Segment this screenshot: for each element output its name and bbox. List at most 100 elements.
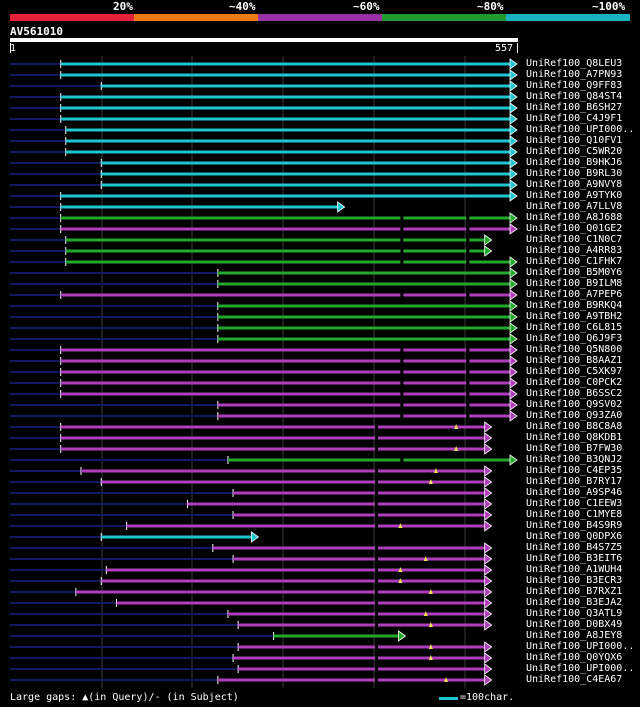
hit-label[interactable]: UniRef100_A4RR83	[526, 245, 623, 256]
hit-alignment[interactable]	[10, 168, 518, 180]
hit-label[interactable]: UniRef100_Q9FF83	[526, 80, 623, 91]
hit-alignment[interactable]	[10, 476, 493, 488]
hit-alignment[interactable]	[10, 124, 518, 136]
hit-label[interactable]: UniRef100_Q9SV02	[526, 399, 623, 410]
hit-label[interactable]: UniRef100_B9ILM8	[526, 278, 623, 289]
hit-alignment[interactable]	[10, 223, 518, 235]
hit-alignment[interactable]	[10, 366, 518, 378]
hit-alignment[interactable]	[10, 333, 518, 345]
hit-alignment[interactable]	[10, 322, 518, 334]
hit-alignment[interactable]	[10, 531, 260, 543]
hit-alignment[interactable]	[10, 256, 518, 268]
hit-label[interactable]: UniRef100_B3EIT6	[526, 553, 623, 564]
hit-label[interactable]: UniRef100_C6L815	[526, 322, 623, 333]
hit-alignment[interactable]	[10, 432, 493, 444]
hit-label[interactable]: UniRef100_Q3ATL9	[526, 608, 623, 619]
hit-label[interactable]: UniRef100_B8C8A8	[526, 421, 623, 432]
hit-label[interactable]: UniRef100_B7FW30	[526, 443, 623, 454]
hit-label[interactable]: UniRef100_Q8LEU3	[526, 58, 623, 69]
hit-alignment[interactable]	[10, 355, 518, 367]
hit-label[interactable]: UniRef100_UPI000..	[526, 663, 635, 674]
hit-label[interactable]: UniRef100_Q0DPX6	[526, 531, 623, 542]
hit-alignment[interactable]	[10, 509, 493, 521]
hit-label[interactable]: UniRef100_B3ECR3	[526, 575, 623, 586]
hit-label[interactable]: UniRef100_C1EEW3	[526, 498, 623, 509]
hit-label[interactable]: UniRef100_C1MYE8	[526, 509, 623, 520]
hit-label[interactable]: UniRef100_Q10FV1	[526, 135, 623, 146]
hit-alignment[interactable]	[10, 454, 518, 466]
hit-label[interactable]: UniRef100_B7RXZ1	[526, 586, 623, 597]
hit-alignment[interactable]	[10, 542, 493, 554]
hit-label[interactable]: UniRef100_C5XK97	[526, 366, 623, 377]
hit-alignment[interactable]	[10, 608, 493, 620]
hit-label[interactable]: UniRef100_Q01GE2	[526, 223, 623, 234]
hit-alignment[interactable]	[10, 245, 493, 257]
hit-alignment[interactable]	[10, 652, 493, 664]
hit-alignment[interactable]	[10, 377, 518, 389]
hit-label[interactable]: UniRef100_UPI000..	[526, 641, 635, 652]
hit-alignment[interactable]	[10, 234, 493, 246]
hit-alignment[interactable]	[10, 586, 493, 598]
hit-label[interactable]: UniRef100_Q84ST4	[526, 91, 623, 102]
hit-label[interactable]: UniRef100_B6SSC2	[526, 388, 623, 399]
hit-label[interactable]: UniRef100_B4S9R9	[526, 520, 623, 531]
hit-alignment[interactable]	[10, 289, 518, 301]
hit-alignment[interactable]	[10, 146, 518, 158]
hit-label[interactable]: UniRef100_C1N0C7	[526, 234, 623, 245]
hit-label[interactable]: UniRef100_A8J688	[526, 212, 623, 223]
hit-label[interactable]: UniRef100_A9SP46	[526, 487, 623, 498]
hit-alignment[interactable]	[10, 663, 493, 675]
hit-alignment[interactable]	[10, 113, 518, 125]
hit-alignment[interactable]	[10, 410, 518, 422]
hit-label[interactable]: UniRef100_B5M0Y6	[526, 267, 623, 278]
hit-label[interactable]: UniRef100_A7PEP6	[526, 289, 623, 300]
hit-alignment[interactable]	[10, 91, 518, 103]
hit-alignment[interactable]	[10, 80, 518, 92]
hit-alignment[interactable]	[10, 267, 518, 279]
hit-alignment[interactable]	[10, 399, 518, 411]
hit-label[interactable]: UniRef100_Q8KDB1	[526, 432, 623, 443]
hit-alignment[interactable]	[10, 388, 518, 400]
hit-alignment[interactable]	[10, 135, 518, 147]
hit-alignment[interactable]	[10, 69, 518, 81]
hit-label[interactable]: UniRef100_C1FHK7	[526, 256, 623, 267]
hit-label[interactable]: UniRef100_A9TBH2	[526, 311, 623, 322]
hit-alignment[interactable]	[10, 564, 493, 576]
hit-alignment[interactable]	[10, 212, 518, 224]
hit-label[interactable]: UniRef100_UPI000..	[526, 124, 635, 135]
hit-alignment[interactable]	[10, 443, 493, 455]
hit-alignment[interactable]	[10, 102, 518, 114]
hit-alignment[interactable]	[10, 190, 518, 202]
hit-label[interactable]: UniRef100_Q5N800	[526, 344, 623, 355]
hit-alignment[interactable]	[10, 674, 493, 686]
hit-label[interactable]: UniRef100_B9HKJ6	[526, 157, 623, 168]
hit-label[interactable]: UniRef100_Q93ZA0	[526, 410, 623, 421]
hit-alignment[interactable]	[10, 201, 346, 213]
hit-label[interactable]: UniRef100_C0PCK2	[526, 377, 623, 388]
hit-alignment[interactable]	[10, 641, 493, 653]
hit-label[interactable]: UniRef100_B7RY17	[526, 476, 623, 487]
hit-alignment[interactable]	[10, 157, 518, 169]
hit-alignment[interactable]	[10, 630, 407, 642]
hit-alignment[interactable]	[10, 487, 493, 499]
hit-label[interactable]: UniRef100_C4J9F1	[526, 113, 623, 124]
hit-label[interactable]: UniRef100_C5WR20	[526, 146, 623, 157]
hit-alignment[interactable]	[10, 520, 493, 532]
hit-label[interactable]: UniRef100_A7PN93	[526, 69, 623, 80]
hit-label[interactable]: UniRef100_B4S7Z5	[526, 542, 623, 553]
hit-label[interactable]: UniRef100_B8AAZ1	[526, 355, 623, 366]
hit-label[interactable]: UniRef100_Q0YQX6	[526, 652, 623, 663]
hit-label[interactable]: UniRef100_A8JEY8	[526, 630, 623, 641]
hit-label[interactable]: UniRef100_A9NVY8	[526, 179, 623, 190]
hit-alignment[interactable]	[10, 421, 493, 433]
hit-alignment[interactable]	[10, 597, 493, 609]
hit-label[interactable]: UniRef100_B3EJA2	[526, 597, 623, 608]
hit-label[interactable]: UniRef100_D0BX49	[526, 619, 623, 630]
hit-label[interactable]: UniRef100_A9TYK0	[526, 190, 623, 201]
hit-label[interactable]: UniRef100_A7LLV8	[526, 201, 623, 212]
hit-label[interactable]: UniRef100_A1WUH4	[526, 564, 623, 575]
hit-alignment[interactable]	[10, 311, 518, 323]
hit-label[interactable]: UniRef100_Q6J9F3	[526, 333, 623, 344]
hit-label[interactable]: UniRef100_B9RKQ4	[526, 300, 623, 311]
hit-label[interactable]: UniRef100_B3QNJ2	[526, 454, 623, 465]
